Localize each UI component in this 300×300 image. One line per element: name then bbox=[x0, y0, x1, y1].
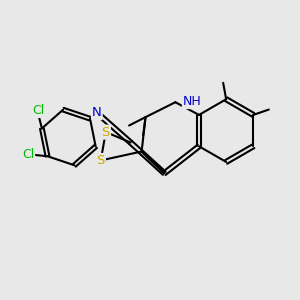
Text: S: S bbox=[97, 154, 105, 167]
Text: NH: NH bbox=[183, 95, 202, 108]
Text: S: S bbox=[102, 126, 110, 139]
Text: N: N bbox=[92, 106, 102, 119]
Text: Cl: Cl bbox=[22, 148, 34, 160]
Text: Cl: Cl bbox=[32, 104, 44, 117]
